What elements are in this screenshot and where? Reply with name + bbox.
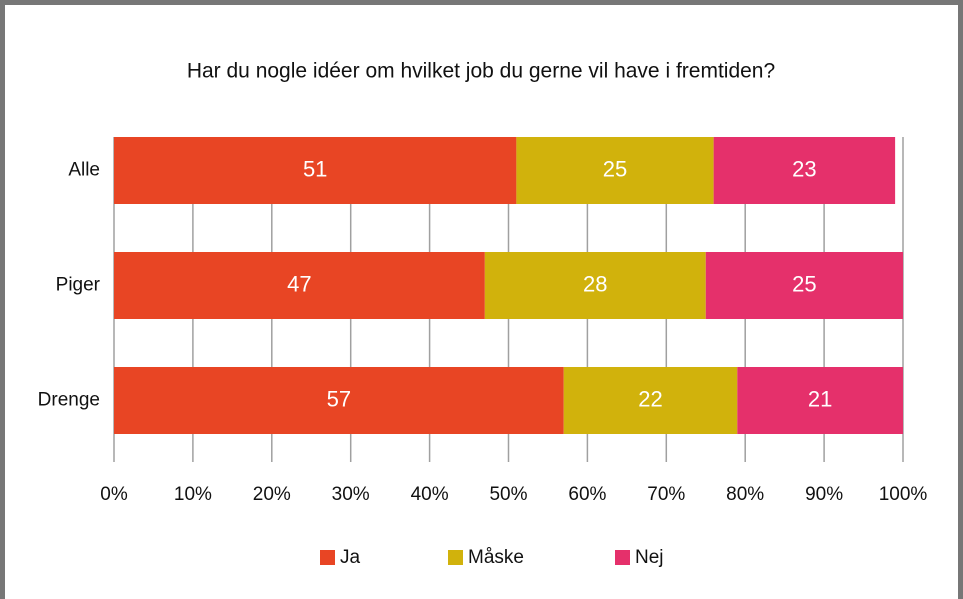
x-tick-label: 0%: [100, 484, 128, 505]
x-tick-label: 90%: [805, 484, 843, 505]
bar-segment: [737, 367, 903, 434]
data-label: 57: [327, 386, 351, 411]
legend-swatch: [615, 550, 630, 565]
data-label: 28: [583, 271, 607, 296]
legend-swatch: [320, 550, 335, 565]
bar-segment: [114, 367, 564, 434]
x-tick-label: 60%: [568, 484, 606, 505]
x-tick-label: 100%: [879, 484, 928, 505]
x-tick-label: 20%: [253, 484, 291, 505]
legend-swatch: [448, 550, 463, 565]
x-tick-label: 10%: [174, 484, 212, 505]
bar-segment: [484, 252, 706, 319]
y-tick-label: Piger: [56, 275, 101, 296]
data-label: 22: [638, 386, 662, 411]
bar-segment: [114, 252, 485, 319]
legend-label: Nej: [635, 547, 664, 568]
data-label: 23: [792, 156, 816, 181]
x-tick-label: 40%: [411, 484, 449, 505]
y-tick-label: Alle: [68, 160, 100, 181]
x-tick-label: 30%: [332, 484, 370, 505]
bar-segment: [114, 137, 517, 204]
x-tick-label: 70%: [647, 484, 685, 505]
x-tick-label: 80%: [726, 484, 764, 505]
y-tick-label: Drenge: [38, 390, 100, 411]
data-label: 25: [792, 271, 816, 296]
bar-segment: [563, 367, 738, 434]
bar-segment: [713, 137, 896, 204]
chart-title: Har du nogle idéer om hvilket job du ger…: [187, 60, 775, 83]
data-label: 51: [303, 156, 327, 181]
data-label: 25: [603, 156, 627, 181]
data-label: 21: [808, 386, 832, 411]
bar-segment: [516, 137, 714, 204]
legend-label: Ja: [340, 547, 361, 568]
bar-segment: [705, 252, 903, 319]
x-tick-label: 50%: [489, 484, 527, 505]
legend-label: Måske: [468, 547, 524, 568]
data-label: 47: [287, 271, 311, 296]
